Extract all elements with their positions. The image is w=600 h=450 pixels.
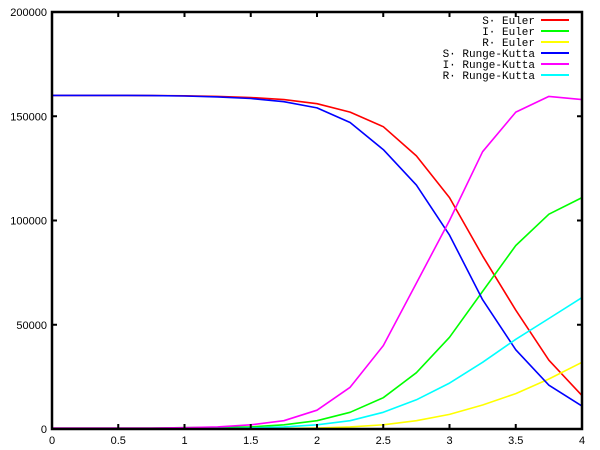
x-tick-label: 0.5 xyxy=(111,435,126,447)
series-line-4 xyxy=(52,95,583,429)
x-tick-label: 3 xyxy=(446,435,452,447)
series-line-1 xyxy=(52,196,583,429)
series-line-2 xyxy=(52,361,583,430)
series-layer xyxy=(52,94,583,430)
legend-label-3: S· Runge-Kutta xyxy=(443,49,536,61)
legend-label-0: S· Euler xyxy=(482,16,535,28)
y-tick-label: 200000 xyxy=(10,7,47,19)
y-tick-label: 100000 xyxy=(10,216,47,228)
x-tick-label: 0 xyxy=(49,435,55,447)
legend-label-2: R· Euler xyxy=(482,38,535,50)
series-line-3 xyxy=(52,94,583,407)
legend-label-5: R· Runge-Kutta xyxy=(443,71,536,83)
ticks-layer: 0 0.5 1 1.5 2 2.5 3 3.5 4 0 50000 100000 150000 20000… xyxy=(10,7,585,447)
y-tick-label: 50000 xyxy=(16,320,47,332)
x-tick-label: 1.5 xyxy=(243,435,258,447)
y-tick-label: 0 xyxy=(41,424,47,436)
x-tick-label: 4 xyxy=(579,435,585,447)
series-line-0 xyxy=(52,94,583,397)
x-tick-label: 2.5 xyxy=(376,435,391,447)
x-tick-label: 3.5 xyxy=(508,435,523,447)
y-tick-label: 150000 xyxy=(10,111,47,123)
legend-label-1: I· Euler xyxy=(482,27,535,39)
x-tick-label: 1 xyxy=(181,435,187,447)
x-tick-label: 2 xyxy=(314,435,320,447)
legend-label-4: I· Runge-Kutta xyxy=(443,60,536,72)
